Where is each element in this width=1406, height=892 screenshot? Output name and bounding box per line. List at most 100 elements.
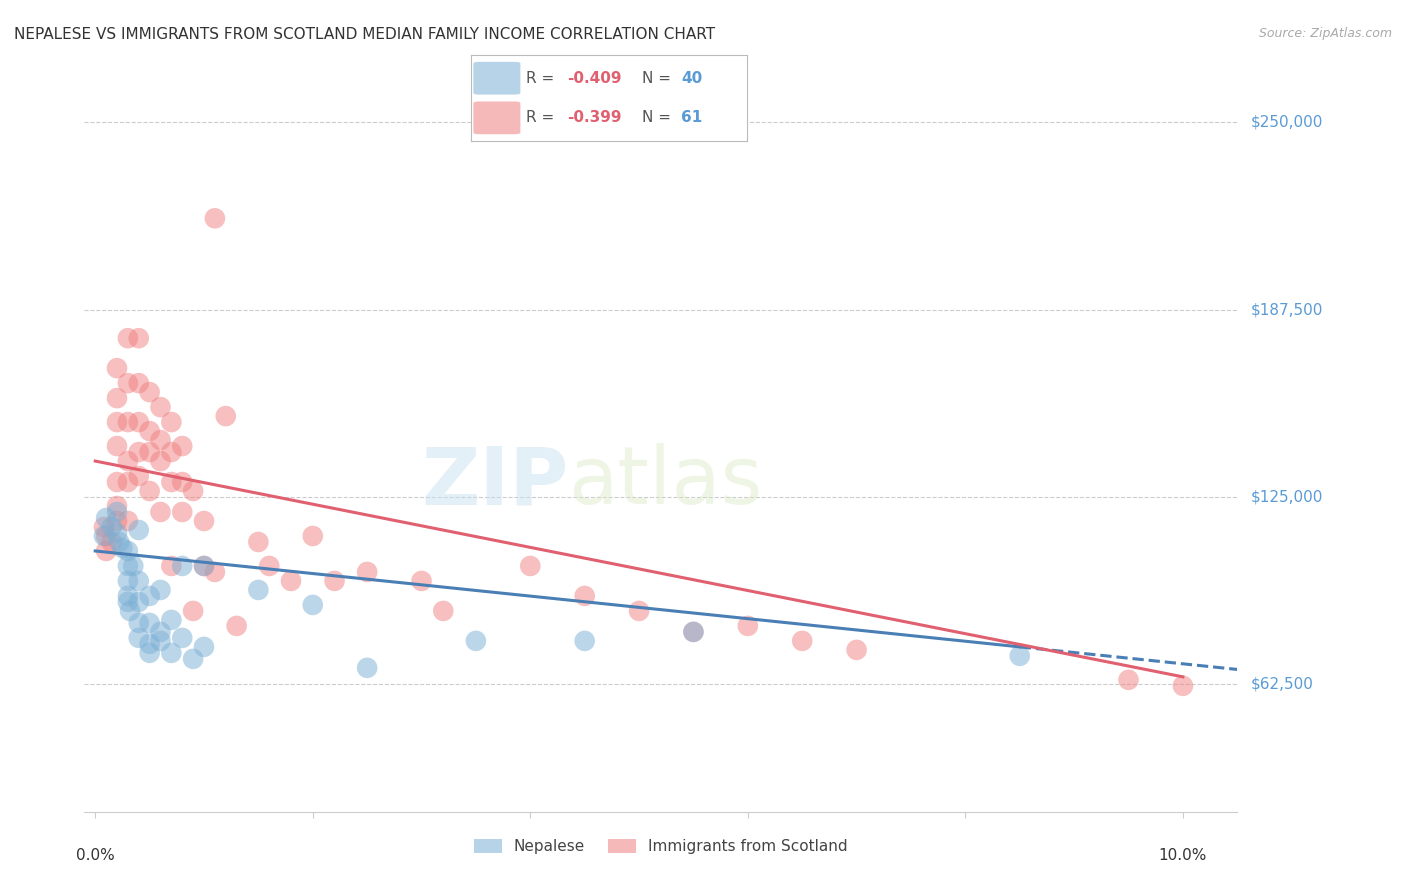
Text: 10.0%: 10.0% — [1159, 847, 1208, 863]
Point — [128, 445, 150, 459]
Point — [464, 633, 486, 648]
Point — [93, 529, 115, 543]
Point — [128, 469, 150, 483]
Point — [432, 604, 454, 618]
Point — [682, 624, 704, 639]
Point — [105, 415, 128, 429]
Point — [149, 454, 172, 468]
Point — [94, 544, 117, 558]
Point — [100, 535, 122, 549]
Point — [149, 433, 172, 447]
Point — [128, 574, 150, 588]
Point — [247, 582, 270, 597]
Point — [117, 376, 139, 391]
Point — [193, 558, 215, 573]
Point — [105, 439, 128, 453]
Text: $187,500: $187,500 — [1251, 302, 1323, 318]
Point — [138, 637, 160, 651]
Point — [160, 558, 183, 573]
Point — [108, 535, 131, 549]
Point — [117, 331, 139, 345]
Point — [149, 633, 172, 648]
Point — [117, 415, 139, 429]
Point — [574, 589, 596, 603]
Point — [411, 574, 433, 588]
Point — [138, 424, 160, 438]
Point — [105, 475, 128, 489]
Text: atlas: atlas — [568, 443, 763, 521]
Point — [128, 631, 150, 645]
Point — [215, 409, 238, 423]
Point — [172, 439, 194, 453]
Point — [160, 445, 183, 459]
Point — [204, 565, 226, 579]
Point — [172, 505, 194, 519]
Point — [737, 619, 759, 633]
Point — [356, 661, 378, 675]
Point — [247, 535, 270, 549]
Point — [1118, 673, 1140, 687]
Point — [149, 400, 172, 414]
Point — [301, 529, 323, 543]
Point — [138, 646, 160, 660]
Point — [117, 589, 139, 603]
Point — [792, 633, 814, 648]
Point — [193, 514, 215, 528]
Point — [117, 475, 139, 489]
Point — [128, 523, 150, 537]
Point — [519, 558, 541, 573]
Point — [574, 633, 596, 648]
Point — [682, 624, 704, 639]
Point — [160, 646, 183, 660]
Point — [105, 505, 128, 519]
Point — [93, 520, 115, 534]
Point — [105, 526, 128, 541]
Point — [160, 613, 183, 627]
Point — [138, 385, 160, 400]
Point — [128, 331, 150, 345]
Point — [160, 415, 183, 429]
Point — [181, 604, 204, 618]
Point — [323, 574, 346, 588]
Point — [149, 505, 172, 519]
Point — [117, 454, 139, 468]
Point — [128, 415, 150, 429]
Text: $125,000: $125,000 — [1251, 490, 1323, 505]
Point — [845, 643, 868, 657]
Point — [105, 361, 128, 376]
Legend: Nepalese, Immigrants from Scotland: Nepalese, Immigrants from Scotland — [468, 832, 853, 860]
Point — [172, 631, 194, 645]
Point — [172, 558, 194, 573]
Text: ZIP: ZIP — [422, 443, 568, 521]
Point — [111, 541, 134, 555]
Point — [280, 574, 302, 588]
Text: Source: ZipAtlas.com: Source: ZipAtlas.com — [1258, 27, 1392, 40]
Point — [138, 615, 160, 630]
Point — [628, 604, 651, 618]
Point — [94, 529, 117, 543]
Point — [117, 558, 139, 573]
Point — [204, 211, 226, 226]
Text: $62,500: $62,500 — [1251, 677, 1315, 692]
Point — [122, 558, 145, 573]
Point — [117, 574, 139, 588]
Point — [138, 483, 160, 498]
Point — [117, 544, 139, 558]
Point — [193, 640, 215, 654]
Text: $250,000: $250,000 — [1251, 115, 1323, 130]
Point — [128, 595, 150, 609]
Point — [259, 558, 281, 573]
Point — [118, 604, 141, 618]
Point — [138, 589, 160, 603]
Point — [1171, 679, 1194, 693]
Point — [149, 624, 172, 639]
Point — [117, 514, 139, 528]
Point — [105, 514, 128, 528]
Point — [225, 619, 247, 633]
Text: NEPALESE VS IMMIGRANTS FROM SCOTLAND MEDIAN FAMILY INCOME CORRELATION CHART: NEPALESE VS IMMIGRANTS FROM SCOTLAND MED… — [14, 27, 716, 42]
Point — [149, 582, 172, 597]
Point — [94, 511, 117, 525]
Point — [117, 595, 139, 609]
Point — [128, 615, 150, 630]
Point — [100, 520, 122, 534]
